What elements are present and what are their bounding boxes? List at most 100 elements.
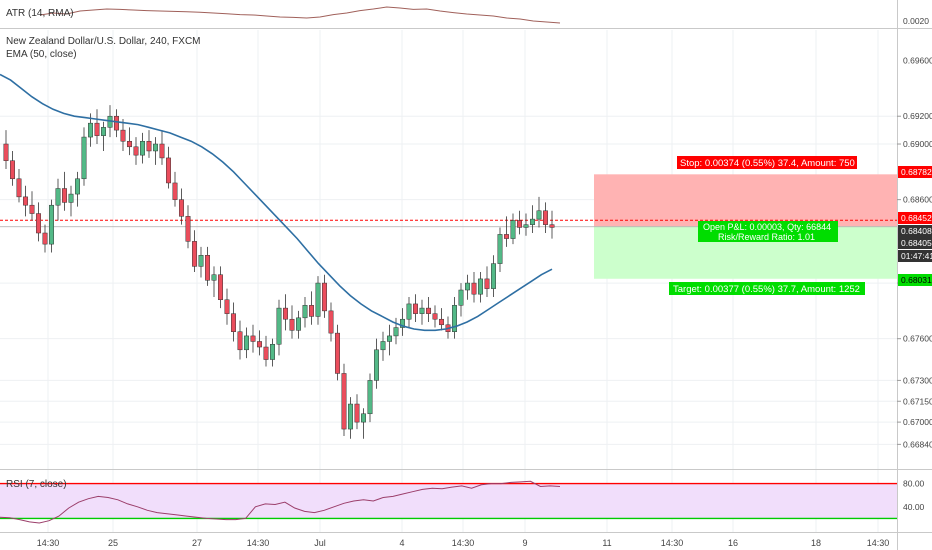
candle-body [543, 210, 548, 225]
atr-pane: ATR (14, RMA) [6, 6, 561, 24]
candle-body [133, 146, 139, 156]
time-tick-label: 14:30 [452, 538, 475, 548]
ema-line [0, 73, 553, 332]
price-tag-text: 0.68031 [901, 275, 932, 285]
candle [309, 291, 314, 325]
target-label-box[interactable]: Target: 0.00377 (0.55%) 37.7, Amount: 12… [669, 282, 865, 295]
price-tick-label: 0.67300 [903, 375, 932, 385]
candle-body [380, 341, 386, 351]
time-tick-label: 14:30 [867, 538, 890, 548]
price-tick-label: 0.67150 [903, 396, 932, 406]
candle-body [120, 129, 126, 142]
candle [153, 137, 158, 165]
stop-label-box[interactable]: Stop: 0.00374 (0.55%) 37.4, Amount: 750 [677, 156, 857, 169]
candle-body [257, 341, 262, 348]
candle [211, 266, 217, 297]
price-tag-text: 0.68408 [901, 226, 932, 236]
candle [120, 118, 126, 151]
stop-zone[interactable] [594, 174, 897, 227]
price-tick-label: 0.68600 [903, 195, 932, 205]
candle [192, 230, 197, 272]
candle-body [127, 140, 132, 148]
candle-body [413, 303, 418, 314]
price-tag-bg [898, 166, 932, 178]
price-tag-bg [898, 237, 932, 249]
candle [530, 205, 535, 234]
candle-body [153, 143, 158, 152]
candle [296, 310, 301, 339]
candle-body [432, 313, 438, 320]
time-axis[interactable]: 14:30 25 27 14:30 Jul 4 14:30 9 11 14:30 16 18 14:30 [37, 538, 890, 548]
candle [49, 199, 54, 253]
candle [315, 276, 321, 325]
candle [276, 299, 282, 356]
candles [3, 105, 555, 439]
candle [172, 171, 178, 207]
rsi-line [0, 480, 561, 524]
candle [465, 274, 470, 300]
candle [62, 171, 67, 211]
candle [335, 324, 340, 381]
candle [387, 324, 392, 356]
candle [127, 127, 132, 156]
atr-axis-value: 0.0020 [903, 16, 929, 26]
candle [419, 299, 425, 325]
price-tag-bg [898, 212, 932, 224]
candle [491, 255, 496, 297]
candle-body [75, 178, 80, 195]
price-tag: 0.68408 [898, 225, 932, 237]
candle [224, 288, 230, 325]
candle-body [419, 307, 425, 314]
atr-line [39, 6, 561, 24]
target-label: Target: 0.00377 (0.55%) 37.7, Amount: 12… [673, 284, 860, 295]
rsi-axis[interactable]: 80.00 40.00 [903, 479, 925, 512]
ema-label: EMA (50, close) [6, 49, 77, 60]
candle-body [114, 115, 119, 131]
candle [367, 373, 373, 423]
candle [543, 202, 548, 234]
candle [341, 363, 347, 437]
price-tag-text: 0.68405 [901, 238, 932, 248]
candle [380, 331, 386, 361]
candle [497, 227, 503, 272]
candle-body [49, 204, 54, 245]
price-tag-text: 01:47:41 [901, 251, 932, 261]
candle [270, 338, 275, 367]
candle [348, 397, 353, 439]
rsi-label: RSI (7, close) [6, 479, 67, 490]
candle [452, 296, 457, 339]
candle [517, 210, 522, 235]
candle-body [3, 143, 9, 161]
time-tick-label: 16 [728, 538, 738, 548]
candle-body [231, 313, 236, 332]
candle [413, 294, 418, 322]
candle-body [530, 218, 535, 225]
candle [510, 213, 516, 245]
rsi-band [0, 483, 897, 519]
price-tick-label: 0.67000 [903, 417, 932, 427]
candle-body [354, 403, 360, 423]
candle-body [283, 307, 288, 320]
candle [523, 213, 529, 236]
pnl-label-box[interactable]: Open P&L: 0.00003, Qty: 66844 Risk/Rewar… [698, 221, 838, 242]
candle-body [276, 307, 282, 345]
candle [478, 271, 483, 303]
candle-body [146, 140, 152, 152]
candle-body [211, 274, 217, 281]
candle-body [263, 346, 269, 360]
candle [75, 171, 80, 207]
price-tag-bg [898, 250, 932, 262]
price-pane[interactable]: Stop: 0.00374 (0.55%) 37.4, Amount: 750 … [0, 36, 897, 439]
candle-body [387, 335, 392, 342]
candle-body [218, 274, 223, 301]
candle [549, 210, 555, 239]
grid-lines [0, 30, 897, 532]
candle [439, 308, 444, 331]
candle-body [309, 305, 314, 317]
candle-body [244, 335, 249, 351]
candle-body [101, 127, 106, 136]
price-tag: 0.68405 [898, 237, 932, 249]
candle-body [315, 282, 321, 317]
candle [263, 335, 269, 367]
